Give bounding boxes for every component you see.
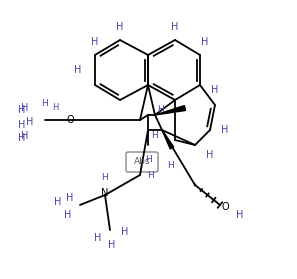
Text: H: H — [18, 105, 26, 115]
Text: H: H — [64, 210, 72, 220]
Text: H: H — [167, 160, 173, 170]
Text: H: H — [21, 131, 29, 141]
Text: H: H — [26, 117, 34, 127]
Text: H: H — [157, 105, 163, 114]
Text: H: H — [108, 240, 116, 250]
Text: H: H — [147, 170, 153, 179]
Text: H: H — [206, 150, 214, 160]
Text: H: H — [18, 120, 26, 130]
Text: H: H — [121, 227, 129, 237]
Text: H: H — [21, 103, 29, 113]
Text: H: H — [54, 197, 62, 207]
Text: O: O — [221, 202, 229, 212]
Text: H: H — [52, 102, 58, 112]
Text: H: H — [102, 174, 108, 182]
Text: N: N — [101, 188, 109, 198]
Text: H: H — [211, 85, 219, 95]
Text: H: H — [94, 233, 102, 243]
Text: H: H — [221, 125, 229, 135]
Text: Abs: Abs — [134, 158, 150, 167]
Text: H: H — [74, 65, 82, 75]
FancyBboxPatch shape — [126, 152, 158, 172]
Text: H: H — [145, 155, 151, 165]
Text: H: H — [236, 210, 244, 220]
Polygon shape — [162, 130, 174, 149]
Text: H: H — [66, 193, 74, 203]
Text: H: H — [152, 131, 158, 140]
Text: H: H — [171, 22, 179, 32]
Text: H: H — [201, 37, 209, 47]
Text: H: H — [91, 37, 99, 47]
Text: H: H — [18, 133, 26, 143]
Text: H: H — [42, 98, 48, 107]
Polygon shape — [155, 105, 186, 115]
Text: O: O — [66, 115, 74, 125]
Text: H: H — [116, 22, 124, 32]
